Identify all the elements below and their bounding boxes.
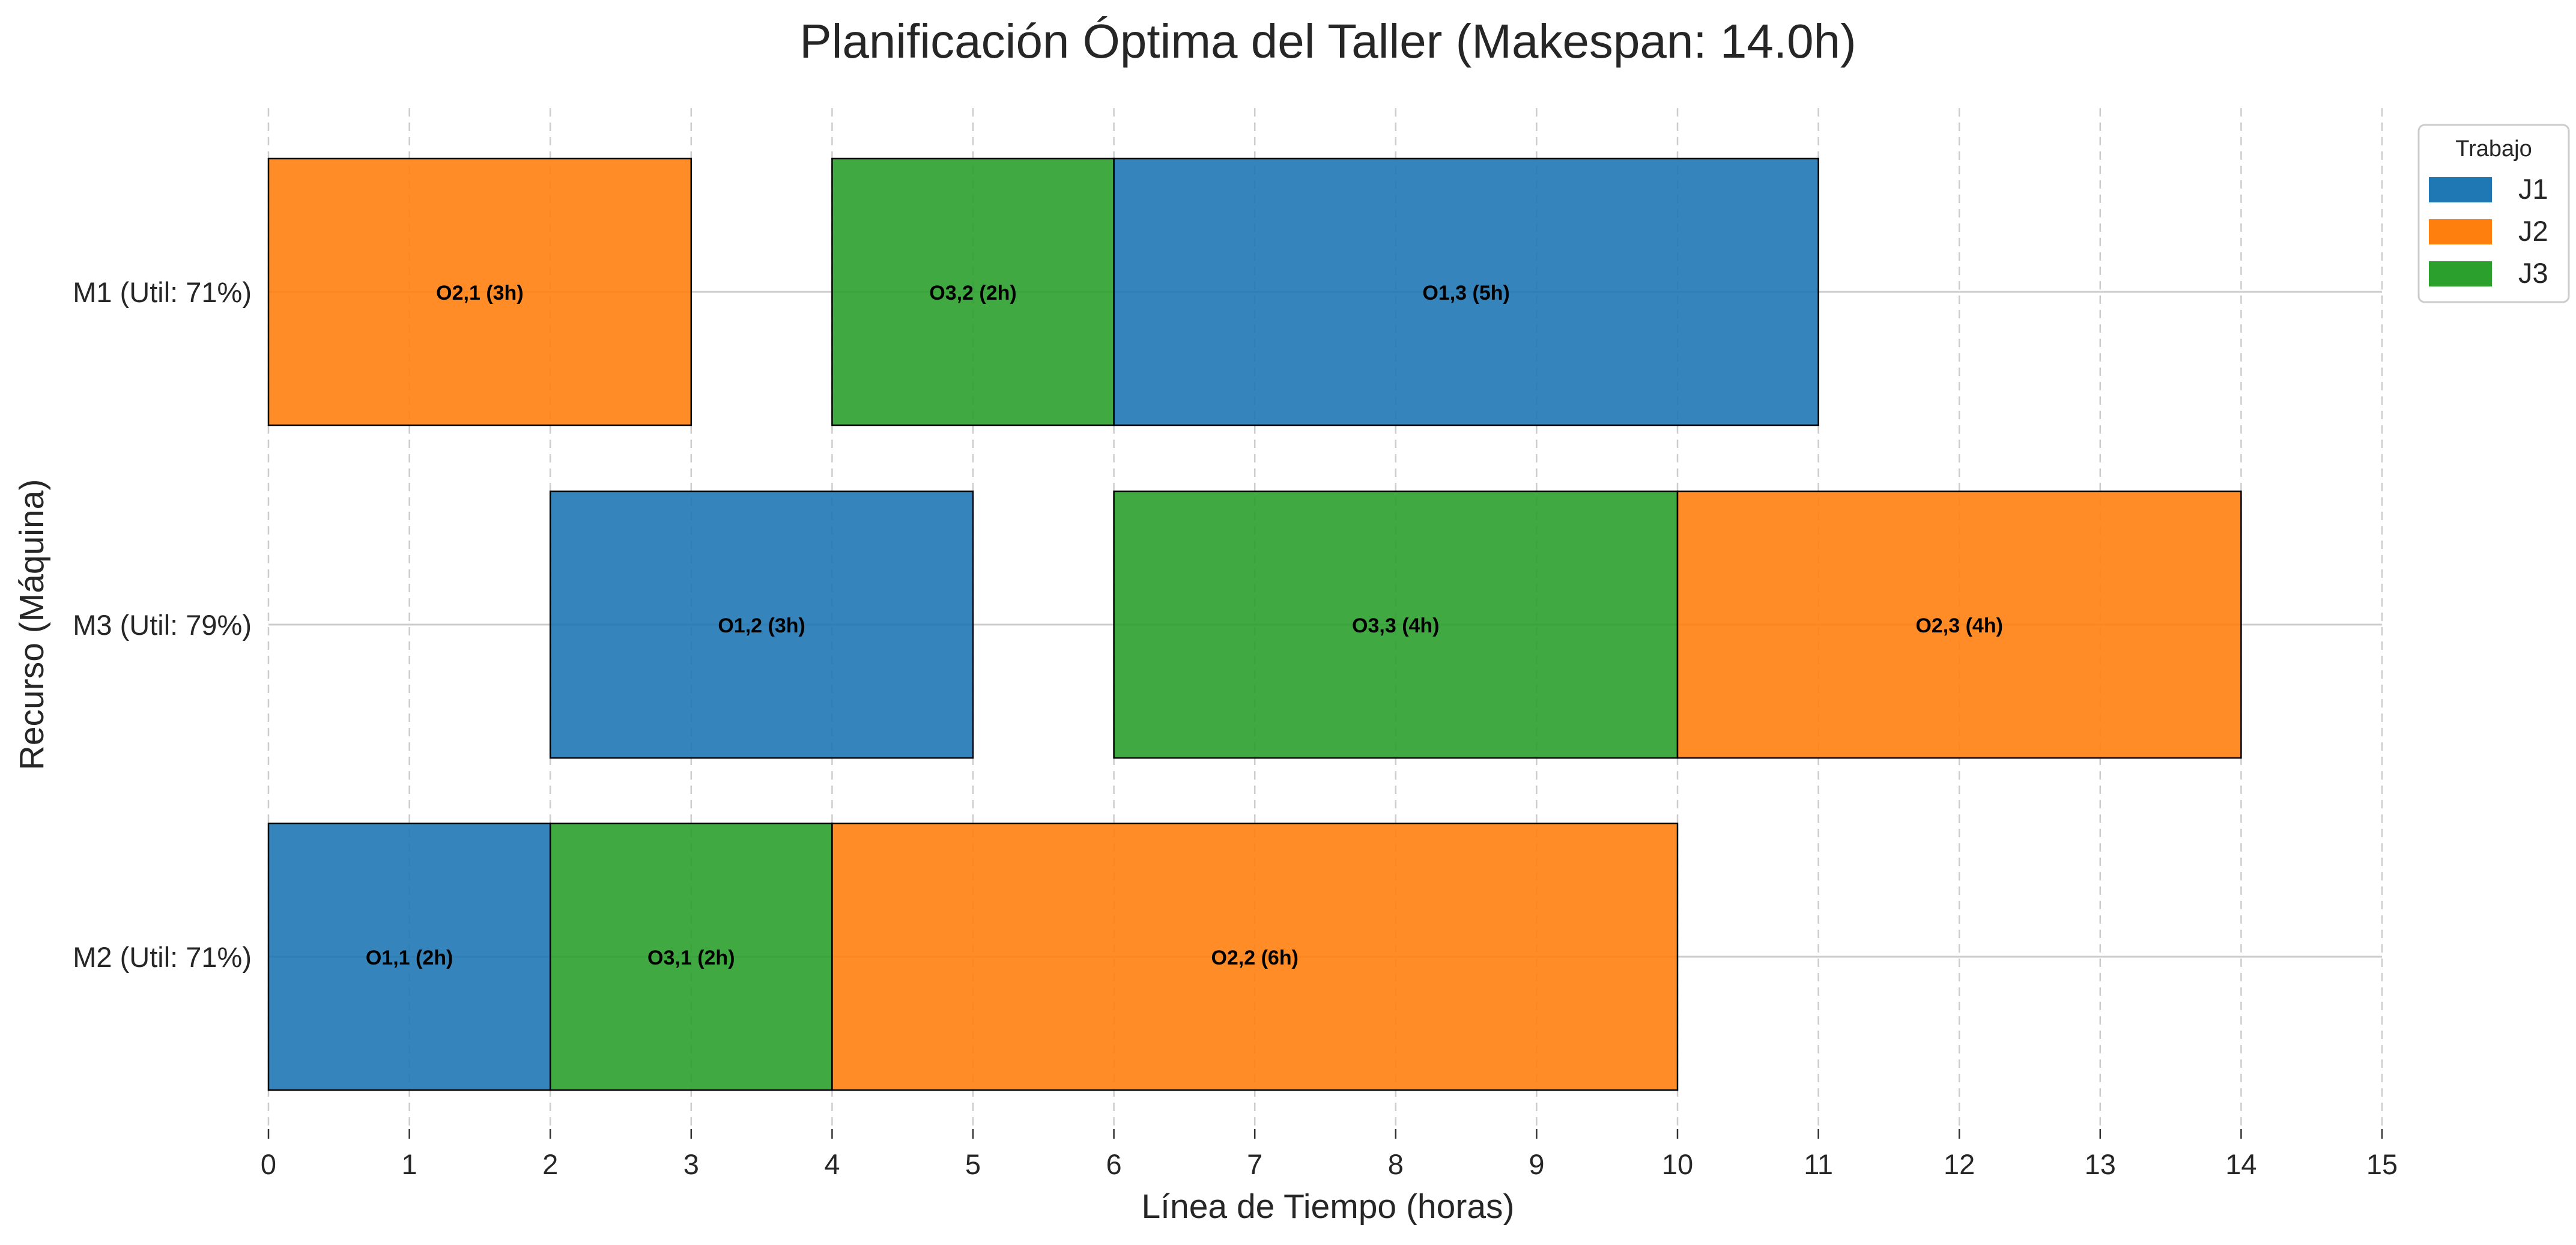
x-tick-label: 9 [1529, 1148, 1544, 1180]
operation-label: O3,1 (2h) [647, 947, 735, 969]
x-tick-label: 4 [824, 1148, 840, 1180]
legend-label: J1 [2518, 173, 2548, 205]
y-tick-label: M2 (Util: 71%) [73, 941, 252, 973]
x-tick-label: 12 [1944, 1148, 1975, 1180]
x-axis-label: Línea de Tiempo (horas) [1141, 1187, 1514, 1226]
legend-label: J3 [2518, 257, 2548, 289]
operation-bar [1676, 490, 2242, 759]
operation-label: O2,3 (4h) [1915, 614, 2002, 637]
y-axis-label: Recurso (Máquina) [13, 479, 51, 771]
operation-label: O1,3 (5h) [1422, 282, 1509, 304]
x-tick-label: 0 [261, 1148, 276, 1180]
legend-label: J2 [2518, 215, 2548, 247]
legend: Trabajo J1 J2 J3 [2417, 124, 2570, 303]
operation-label: O3,3 (4h) [1352, 614, 1439, 637]
operation-bar [1113, 157, 1819, 426]
operation-label: O1,1 (2h) [366, 947, 453, 969]
operation-bar [549, 490, 974, 759]
legend-swatch [2429, 219, 2492, 244]
legend-entries: J1 J2 J3 [2429, 173, 2548, 289]
operation-bar [1113, 490, 1679, 759]
operation-bar [267, 822, 551, 1091]
operation-label: O2,2 (6h) [1211, 947, 1298, 969]
operation-label: O1,2 (3h) [718, 614, 805, 637]
y-tick-label: M3 (Util: 79%) [73, 609, 252, 641]
operation-bar [549, 822, 833, 1091]
legend-swatch [2429, 177, 2492, 202]
operation-bar [831, 822, 1679, 1091]
x-tick-label: 10 [1662, 1148, 1693, 1180]
x-tick-label: 5 [965, 1148, 981, 1180]
x-tick-label: 14 [2225, 1148, 2256, 1180]
x-tick-label: 3 [683, 1148, 699, 1180]
x-tick-label: 11 [1804, 1148, 1833, 1180]
legend-swatch [2429, 261, 2492, 286]
chart-title: Planificación Óptima del Taller (Makespa… [799, 14, 1856, 68]
legend-frame [2417, 124, 2570, 303]
x-tick-label: 1 [402, 1148, 417, 1180]
legend-title: Trabajo [2455, 136, 2532, 162]
x-tick-label: 2 [542, 1148, 558, 1180]
operation-label: O3,2 (2h) [929, 282, 1016, 304]
bars-layer: O2,1 (3h) O3,2 (2h) O1,3 (5h) O1,2 (3h) O3,3… [267, 157, 2242, 1091]
operation-label: O2,1 (3h) [436, 282, 523, 304]
x-tick-label: 6 [1106, 1148, 1122, 1180]
x-tick-label: 7 [1247, 1148, 1262, 1180]
operation-bar [267, 157, 692, 426]
x-tick-label: 15 [2366, 1148, 2398, 1180]
x-tick-label: 13 [2085, 1148, 2116, 1180]
x-tick-label: 8 [1388, 1148, 1404, 1180]
y-tick-label: M1 (Util: 71%) [73, 276, 252, 308]
operation-bar [831, 157, 1115, 426]
